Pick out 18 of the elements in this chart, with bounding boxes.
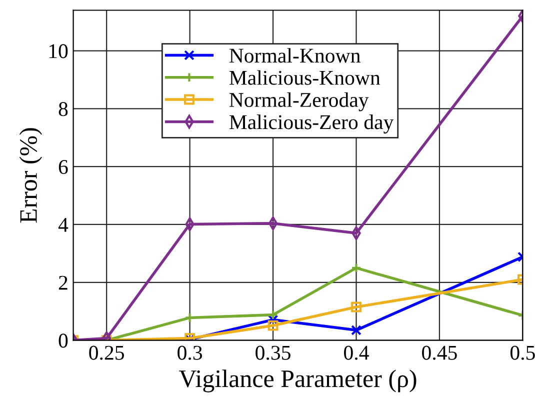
x-axis-title: Vigilance Parameter (ρ) — [178, 370, 416, 392]
y-tick-label: 4 — [58, 218, 68, 232]
y-tick-label: 2 — [58, 276, 68, 290]
y-tick-label: 8 — [58, 102, 68, 116]
x-tick-label: 0.25 — [89, 346, 124, 360]
x-tick-label: 0.3 — [178, 346, 202, 360]
y-tick-label: 6 — [58, 160, 68, 174]
x-tick-label: 0.4 — [344, 346, 369, 360]
x-tick-label: 0.5 — [510, 346, 535, 360]
legend-label: Normal-Known — [229, 48, 360, 63]
x-tick-label: 0.45 — [422, 346, 457, 360]
y-axis-title: Error (%) — [19, 128, 42, 223]
legend-label: Malicious-Zero day — [229, 114, 394, 134]
legend-label: Malicious-Known — [229, 70, 380, 85]
x-tick-label: 0.35 — [256, 346, 290, 360]
y-tick-label: 10 — [49, 44, 68, 58]
y-tick-label: 0 — [58, 334, 68, 348]
legend-label: Normal-Zeroday — [229, 92, 369, 112]
